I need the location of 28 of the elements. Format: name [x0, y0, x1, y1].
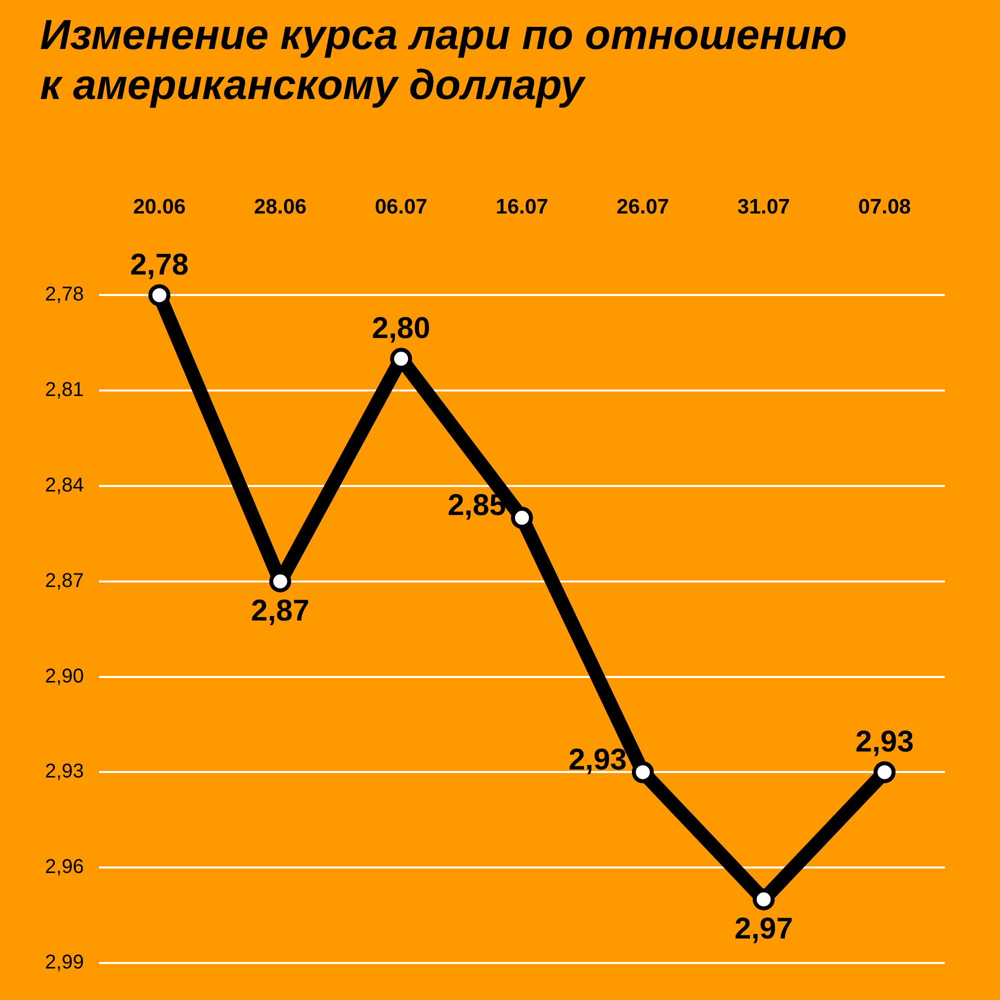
x-tick-label: 31.07	[737, 195, 790, 218]
data-label: 2,93	[855, 725, 914, 758]
y-tick-label: 2,90	[44, 665, 84, 688]
x-tick-label: 16.07	[496, 195, 548, 218]
point	[632, 761, 654, 784]
x-tick-label: 28.06	[254, 195, 307, 218]
y-tick-label: 2,84	[44, 474, 84, 497]
point	[874, 761, 896, 784]
point	[510, 506, 533, 529]
x-tick-label: 06.07	[374, 195, 428, 218]
x-tick-label: 26.07	[616, 195, 670, 218]
y-tick-label: 2,93	[44, 760, 84, 783]
point	[148, 284, 170, 306]
y-tick-label: 2,78	[44, 284, 84, 306]
x-tick-label: 07.08	[858, 195, 912, 218]
data-label: 2,87	[251, 594, 310, 628]
x-tick-label: 20.06	[133, 195, 186, 218]
y-tick-label: 2,99	[44, 952, 84, 974]
data-label: 2,78	[130, 248, 189, 282]
data-label: 2,97	[734, 912, 793, 946]
y-tick-label: 2,81	[44, 379, 84, 402]
data-label: 2,85	[448, 489, 506, 522]
y-tick-label: 2,87	[44, 570, 84, 592]
chart-title: Изменение курса лари по отношению к американскому доллару	[40, 10, 848, 110]
point	[752, 888, 775, 910]
data-label: 2,93	[568, 743, 627, 776]
y-tick-label: 2,96	[44, 856, 84, 878]
data-label: 2,80	[372, 312, 430, 346]
